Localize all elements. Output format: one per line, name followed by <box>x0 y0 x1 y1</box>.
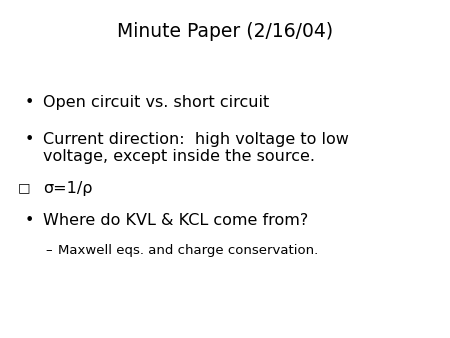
Text: Current direction:  high voltage to low
voltage, except inside the source.: Current direction: high voltage to low v… <box>43 132 349 164</box>
Text: •: • <box>25 95 34 110</box>
Text: –: – <box>45 244 52 257</box>
Text: □: □ <box>18 181 31 194</box>
Text: Open circuit vs. short circuit: Open circuit vs. short circuit <box>43 95 269 110</box>
Text: Where do KVL & KCL come from?: Where do KVL & KCL come from? <box>43 213 308 228</box>
Text: Maxwell eqs. and charge conservation.: Maxwell eqs. and charge conservation. <box>58 244 319 257</box>
Text: σ=1/ρ: σ=1/ρ <box>43 181 92 196</box>
Text: •: • <box>25 132 34 147</box>
Text: •: • <box>25 213 34 228</box>
Text: Minute Paper (2/16/04): Minute Paper (2/16/04) <box>117 22 333 41</box>
